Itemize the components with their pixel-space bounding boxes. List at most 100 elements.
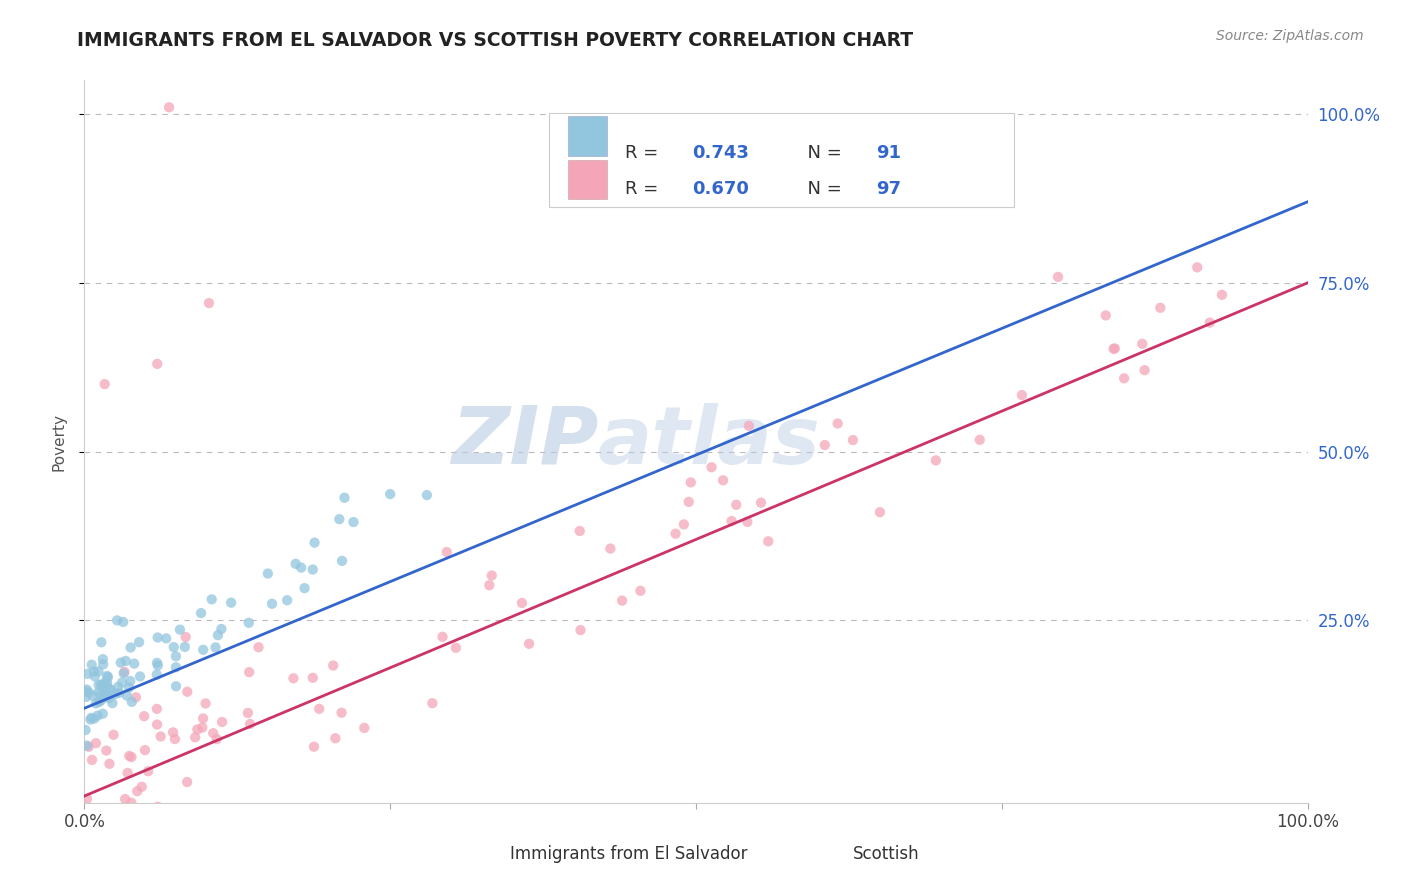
Point <box>79 713 101 727</box>
Point <box>157 100 180 114</box>
Point <box>80 657 103 672</box>
Point <box>121 695 143 709</box>
Point <box>308 702 330 716</box>
Text: 0.743: 0.743 <box>692 144 749 161</box>
Point <box>125 690 148 705</box>
Point <box>827 417 849 431</box>
Point <box>165 649 187 664</box>
Point <box>569 623 592 637</box>
Point <box>91 657 114 672</box>
Point <box>112 615 135 629</box>
Point <box>127 784 149 798</box>
Point <box>120 796 142 810</box>
Point <box>1187 260 1209 275</box>
Text: ZIP: ZIP <box>451 402 598 481</box>
Point <box>201 592 224 607</box>
Point <box>76 682 98 697</box>
Point <box>110 656 132 670</box>
Point <box>90 687 112 701</box>
Point <box>101 696 124 710</box>
Point <box>174 630 197 644</box>
Point <box>283 671 305 685</box>
Point <box>87 695 110 709</box>
Point <box>122 657 145 671</box>
Point <box>76 666 98 681</box>
Point <box>165 679 187 693</box>
Point <box>756 534 779 549</box>
Point <box>96 679 118 693</box>
Point <box>1047 269 1070 284</box>
Point <box>814 438 837 452</box>
Point <box>517 637 540 651</box>
Point <box>191 711 214 725</box>
Point <box>83 712 105 726</box>
Text: N =: N = <box>796 179 848 198</box>
Point <box>96 675 118 690</box>
Point <box>202 726 225 740</box>
Point <box>87 665 110 679</box>
Point <box>238 615 260 630</box>
Point <box>194 697 217 711</box>
Point <box>91 678 114 692</box>
Point <box>120 750 142 764</box>
Point <box>114 792 136 806</box>
Point <box>209 622 232 636</box>
Point <box>193 642 215 657</box>
Point <box>969 433 991 447</box>
Text: 97: 97 <box>876 179 901 198</box>
Point <box>96 669 118 683</box>
Point <box>75 684 97 698</box>
Point <box>301 671 323 685</box>
Point <box>120 640 142 655</box>
FancyBboxPatch shape <box>794 840 841 868</box>
Point <box>342 515 364 529</box>
Point <box>97 691 120 706</box>
Text: R =: R = <box>626 144 664 161</box>
Text: IMMIGRANTS FROM EL SALVADOR VS SCOTTISH POVERTY CORRELATION CHART: IMMIGRANTS FROM EL SALVADOR VS SCOTTISH … <box>77 31 914 50</box>
Point <box>333 491 356 505</box>
Point <box>238 665 260 680</box>
Point <box>77 739 100 754</box>
Text: Scottish: Scottish <box>852 845 920 863</box>
Point <box>205 732 228 747</box>
Point <box>190 606 212 620</box>
Point <box>1133 363 1156 377</box>
Point <box>129 669 152 683</box>
Point <box>1104 342 1126 356</box>
Point <box>422 696 444 710</box>
Point <box>136 764 159 779</box>
Point <box>720 514 742 528</box>
Point <box>165 660 187 674</box>
Point <box>107 680 129 694</box>
Point <box>247 640 270 655</box>
Point <box>294 581 316 595</box>
Point <box>98 683 121 698</box>
Point <box>146 357 169 371</box>
Point <box>84 736 107 750</box>
Point <box>1102 342 1125 356</box>
Point <box>330 706 353 720</box>
Point <box>96 743 118 757</box>
Point <box>664 526 686 541</box>
Point <box>146 717 169 731</box>
Point <box>1114 371 1136 385</box>
Point <box>436 545 458 559</box>
Point <box>290 560 312 574</box>
Point <box>93 690 115 705</box>
Point <box>84 697 107 711</box>
FancyBboxPatch shape <box>568 160 606 200</box>
Point <box>478 578 501 592</box>
Point <box>1198 316 1220 330</box>
Point <box>114 654 136 668</box>
Point <box>115 689 138 703</box>
Point <box>75 723 97 737</box>
Point <box>83 669 105 683</box>
Point <box>146 631 169 645</box>
Point <box>87 678 110 692</box>
Point <box>169 623 191 637</box>
Point <box>198 296 221 310</box>
Point <box>276 593 298 607</box>
Text: Source: ZipAtlas.com: Source: ZipAtlas.com <box>1216 29 1364 43</box>
Point <box>82 689 104 703</box>
Point <box>163 640 186 655</box>
